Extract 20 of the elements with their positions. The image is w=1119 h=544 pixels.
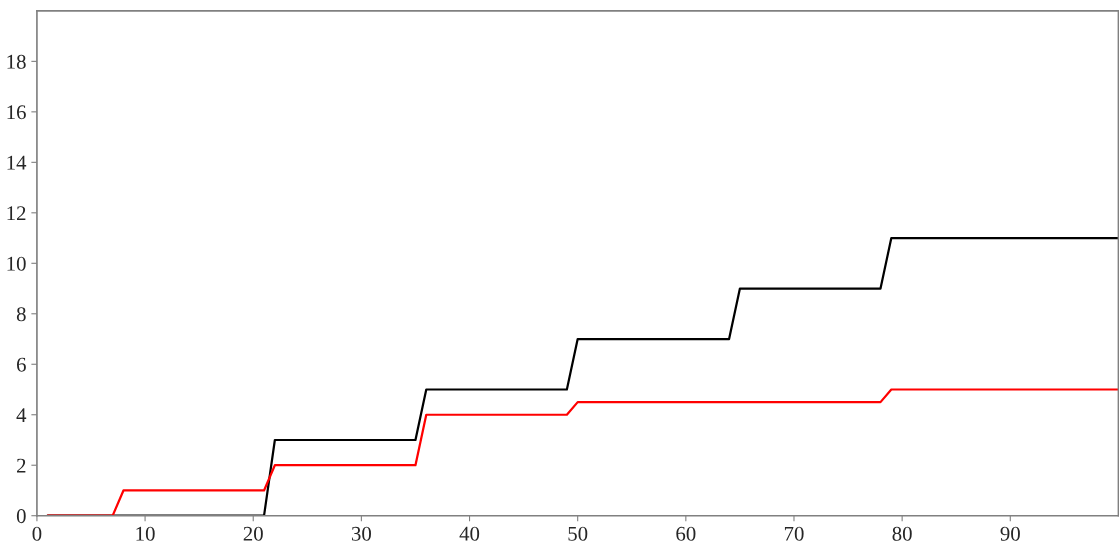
y-tick-label: 16 [7, 105, 26, 120]
y-tick-label: 8 [16, 307, 26, 322]
x-tick-label: 40 [459, 526, 480, 541]
y-tick-label: 14 [7, 155, 27, 170]
x-tick-label: 60 [676, 526, 696, 541]
x-tick-label: 10 [136, 526, 155, 541]
y-tick-label: 12 [7, 206, 26, 221]
y-tick-label: 6 [16, 357, 26, 372]
y-tick-label: 2 [17, 458, 26, 473]
x-tick-label: 0 [32, 526, 42, 541]
y-tick-label: 0 [16, 509, 26, 524]
x-tick-label: 50 [568, 526, 588, 541]
x-tick-label: 30 [351, 526, 371, 541]
y-tick-label: 18 [7, 54, 26, 69]
y-tick-label: 4 [16, 408, 27, 422]
x-tick-label: 90 [1000, 526, 1020, 541]
x-tick-label: 20 [243, 526, 263, 541]
x-tick-label: 70 [784, 526, 804, 541]
y-tick-label: 10 [7, 256, 26, 271]
x-tick-label: 80 [892, 526, 912, 541]
